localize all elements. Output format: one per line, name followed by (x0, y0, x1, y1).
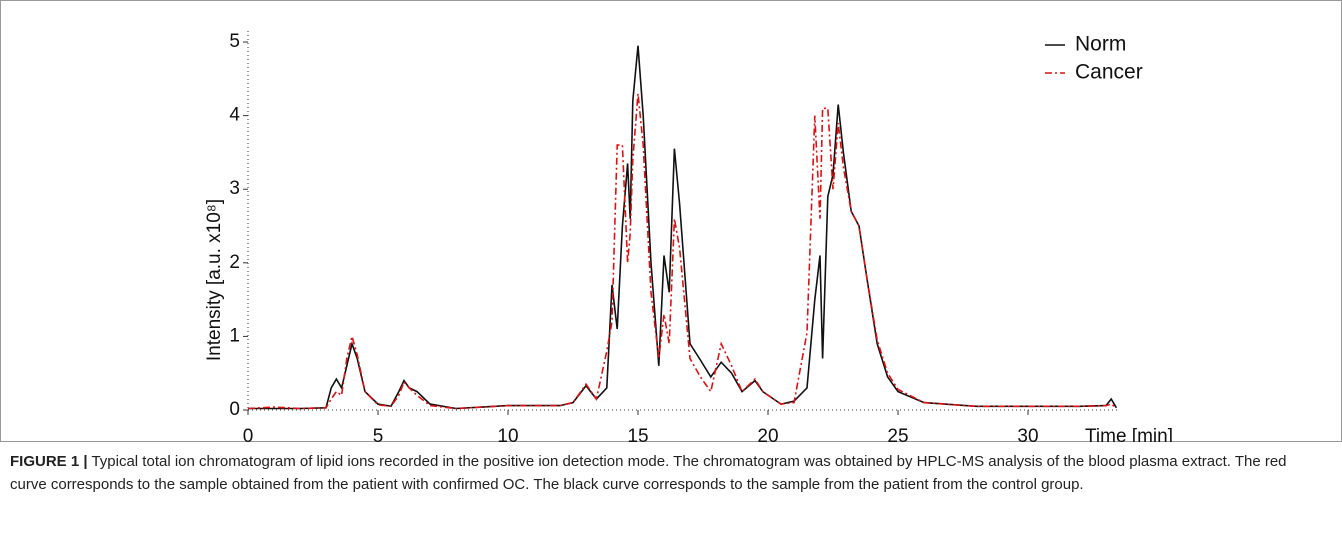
x-tick-label: 0 (243, 426, 254, 442)
x-axis-label: Time [min] (1085, 426, 1173, 442)
caption-text: Typical total ion chromatogram of lipid … (10, 453, 1287, 493)
y-tick-label: 0 (229, 399, 240, 420)
x-tick-label: 5 (373, 426, 384, 442)
x-tick-label: 25 (887, 426, 908, 442)
y-tick-label: 1 (229, 325, 240, 346)
legend-label: Norm (1075, 33, 1126, 56)
x-tick-label: 15 (627, 426, 648, 442)
legend-label: Cancer (1075, 61, 1143, 84)
line-series (247, 93, 1117, 410)
y-tick-label: 5 (229, 31, 240, 52)
x-tick-label: 30 (1017, 426, 1038, 442)
line-series (248, 45, 1118, 410)
x-tick-label: 20 (757, 426, 778, 442)
chart: Intensity [a.u. x10⁸] Time [min] 0 1 2 3 4 5 0… (0, 0, 1342, 442)
caption: FIGURE 1 | Typical total ion chromatogra… (10, 450, 1320, 496)
y-tick-label: 4 (229, 105, 240, 126)
x-tick-label: 10 (497, 426, 518, 442)
y-tick-label: 3 (229, 178, 240, 199)
y-axis-label: Intensity [a.u. x10⁸] (204, 199, 225, 361)
caption-label: FIGURE 1 | (10, 453, 88, 470)
y-tick-label: 2 (229, 252, 240, 273)
